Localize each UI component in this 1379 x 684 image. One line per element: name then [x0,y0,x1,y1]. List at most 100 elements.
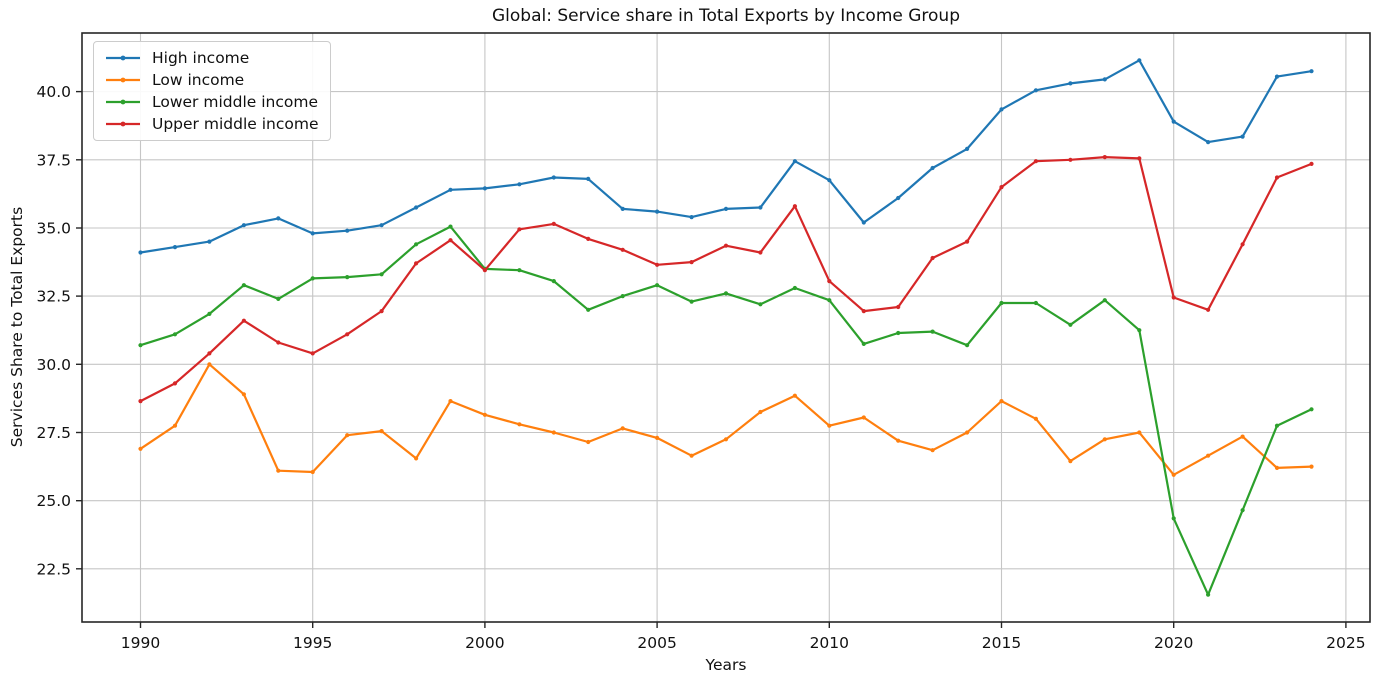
data-point [1171,472,1176,477]
data-point [792,393,798,398]
data-point [861,309,866,314]
data-point [517,422,522,427]
data-point [1206,140,1211,145]
data-point [379,309,384,314]
legend-line-swatch [106,99,140,105]
data-point [551,175,556,180]
data-point [792,285,798,291]
data-point [1068,81,1073,86]
y-tick-label: 27.5 [36,424,71,442]
data-point [999,300,1004,306]
y-tick-label: 22.5 [36,560,71,578]
data-point [1033,88,1038,93]
data-point [620,206,625,211]
x-tick-label: 2000 [465,634,504,652]
data-point [1171,295,1176,300]
x-tick-label: 2025 [1326,634,1365,652]
data-point [310,276,315,281]
data-point [1102,155,1107,160]
data-point [1206,307,1211,312]
data-point [1171,119,1176,124]
x-tick-label: 1990 [121,634,160,652]
data-point [655,209,660,214]
data-point [620,294,625,299]
data-point [138,399,143,404]
data-point [345,228,350,233]
data-point [965,146,970,151]
y-tick-label: 35.0 [36,220,71,238]
data-point [1102,298,1107,303]
data-point [310,351,315,356]
data-point [792,204,798,209]
data-point [172,332,178,337]
data-point [827,178,832,183]
data-point [1137,58,1142,63]
data-point [241,283,246,288]
data-point [310,469,315,475]
data-point [1309,161,1314,166]
data-point [379,429,384,434]
data-point [1033,416,1038,421]
data-point [689,299,694,304]
data-point [1240,134,1245,139]
data-point [276,468,281,473]
data-point [1309,464,1314,469]
data-point [414,242,419,247]
data-point [1102,77,1107,82]
data-point [1137,430,1142,435]
data-point [655,283,660,288]
data-point [586,439,591,445]
data-point [172,423,178,428]
data-point [379,272,384,277]
legend-item-lower-middle-income: Lower middle income [104,93,318,111]
data-point [172,381,178,386]
legend-label: Upper middle income [152,115,319,133]
data-point [1206,453,1211,458]
data-point [138,446,143,451]
legend-label: Low income [152,71,245,89]
data-point [482,186,487,191]
data-point [517,182,522,187]
data-point [896,330,901,336]
data-point [207,351,212,356]
data-point [896,195,901,201]
data-point [1068,322,1073,327]
series-line-low-income [139,363,1313,476]
data-point [276,216,281,221]
data-point [448,224,453,229]
x-tick-label: 2005 [637,634,676,652]
data-point [861,220,866,225]
data-point [930,165,935,171]
data-point [138,343,143,348]
data-point [482,412,487,417]
data-point [276,296,281,301]
data-point [172,245,178,250]
x-tick-label: 1995 [293,634,332,652]
data-point [896,438,901,443]
data-point [241,392,246,397]
x-tick-label: 2010 [810,634,849,652]
data-point [999,107,1004,112]
y-tick-label: 37.5 [36,151,71,169]
legend-item-low-income: Low income [104,71,318,89]
data-point [861,341,866,346]
data-point [345,332,350,337]
data-point [1309,407,1314,412]
legend-label: Lower middle income [152,93,318,111]
data-point [586,176,591,181]
data-point [655,262,660,267]
data-point [207,362,212,367]
y-tick-label: 30.0 [36,356,71,374]
x-tick-label: 2020 [1154,634,1193,652]
data-point [723,291,729,296]
legend-item-upper-middle-income: Upper middle income [104,115,318,133]
legend-line-swatch [106,55,140,61]
data-point [1274,74,1280,79]
series-line-lower-middle-income [139,225,1313,596]
legend-line-swatch [106,121,140,127]
data-point [689,453,694,458]
data-point [345,433,350,438]
data-point [965,430,970,435]
